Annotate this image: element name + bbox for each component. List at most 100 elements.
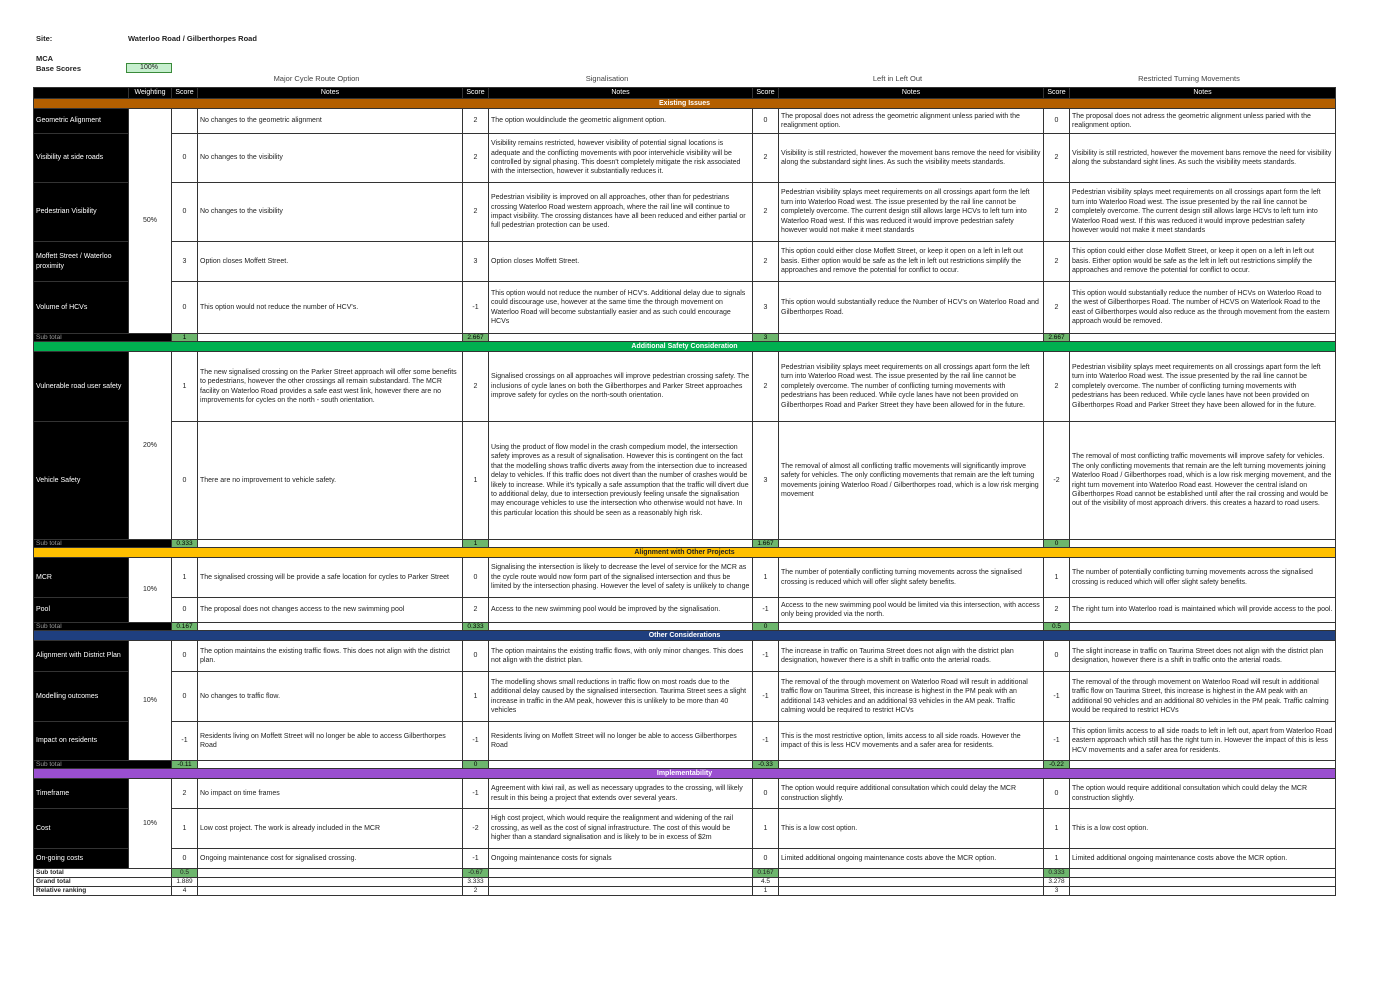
notes: This option would not reduce the number … <box>197 281 463 334</box>
subtotal-notes <box>488 333 753 342</box>
score: 1 <box>1043 848 1070 869</box>
section-title: Existing Issues <box>33 98 1336 109</box>
criterion: Pool <box>33 597 129 623</box>
notes: The number of potentially conflicting tu… <box>778 557 1044 598</box>
notes: This is a low cost option. <box>1069 808 1336 849</box>
grand-total-notes <box>488 877 753 887</box>
ranking-value: 1 <box>752 886 779 896</box>
site: Waterloo Road / Gilberthorpes Road <box>128 34 257 43</box>
subtotal-notes <box>488 760 753 769</box>
section-title: Alignment with Other Projects <box>33 547 1336 558</box>
subtotal-label: Sub total <box>33 539 172 548</box>
option-title: Signalisation <box>585 74 629 83</box>
score: 0 <box>752 848 779 869</box>
criterion-row: Timeframe 10% 2 No impact on time frames -1 A… <box>33 778 1336 869</box>
option-title: Restricted Turning Movements <box>1138 74 1240 83</box>
subtotal-row: Sub total 0.333 1 1.667 0 <box>33 539 1336 548</box>
subtotal-score: 3 <box>752 333 779 342</box>
score: -2 <box>1043 421 1070 540</box>
criterion-row: Visibility at side roads 0 No changes to t… <box>33 133 1336 183</box>
notes: Pedestrian visibility is improved on all… <box>488 182 753 242</box>
subtotal-notes <box>488 539 753 548</box>
score: 2 <box>1043 241 1070 282</box>
notes: Residents living on Moffett Street will … <box>488 721 753 761</box>
section-row: Other Considerations <box>33 630 1336 641</box>
subtotal-score: -0.11 <box>171 760 198 769</box>
section-row: Additional Safety Consideration <box>33 341 1336 352</box>
score: 0 <box>171 671 198 722</box>
subtotal-notes <box>197 333 463 342</box>
score: 2 <box>462 133 489 183</box>
notes: This option could either close Moffett S… <box>778 241 1044 282</box>
notes: The option would require additional cons… <box>1069 778 1336 809</box>
notes: The removal of the through movement on W… <box>778 671 1044 722</box>
score: 0 <box>752 108 779 134</box>
score <box>171 108 198 134</box>
notes: This option would substantially reduce t… <box>1069 281 1336 334</box>
score: -1 <box>462 721 489 761</box>
site-label: Site: <box>36 34 53 43</box>
mca-label: MCA <box>36 54 54 63</box>
subtotal-score: 0.5 <box>1043 622 1070 631</box>
notes: The removal of almost all conflicting tr… <box>778 421 1044 540</box>
subtotal-score: -0.22 <box>1043 760 1070 769</box>
score: -1 <box>752 597 779 623</box>
ranking-notes <box>197 886 463 896</box>
notes: The proposal does not changes access to … <box>197 597 463 623</box>
notes: The option would require additional cons… <box>778 778 1044 809</box>
score: 0 <box>171 848 198 869</box>
section-title: Additional Safety Consideration <box>33 341 1336 352</box>
notes: Limited additional ongoing maintenance c… <box>778 848 1044 869</box>
notes: Pedestrian visibility splays meet requir… <box>778 182 1044 242</box>
notes: Pedestrian visibility splays meet requir… <box>1069 351 1336 422</box>
subtotal-score: 0.333 <box>462 622 489 631</box>
ranking-value: 2 <box>462 886 489 896</box>
subtotal-score: 2.667 <box>1043 333 1070 342</box>
subtotal-score: 0.333 <box>1043 868 1070 878</box>
grand-total-label: Grand total <box>33 877 172 887</box>
criterion-row: Pool 0 The proposal does not changes acces… <box>33 597 1336 623</box>
criterion: Vehicle Safety <box>33 421 129 540</box>
subtotal-notes <box>1069 760 1336 769</box>
score: 2 <box>1043 281 1070 334</box>
criterion-row: Geometric Alignment 50% No changes to the … <box>33 108 1336 334</box>
notes: The option maintains the existing traffi… <box>197 640 463 672</box>
subtotal-score: 1 <box>462 539 489 548</box>
score: -1 <box>1043 721 1070 761</box>
score: 0 <box>171 281 198 334</box>
score: 2 <box>1043 351 1070 422</box>
subtotal-score: 1 <box>171 333 198 342</box>
subtotal-row: Sub total -0.11 0 -0.33 -0.22 <box>33 760 1336 769</box>
notes: The removal of most conflicting traffic … <box>1069 421 1336 540</box>
weighting: 50% <box>128 108 172 334</box>
subtotal-notes <box>778 539 1044 548</box>
criterion: Cost <box>33 808 129 849</box>
criterion-row: MCR 10% 1 The signalised crossing will be p… <box>33 557 1336 623</box>
subtotal-score: 0.5 <box>171 868 198 878</box>
notes: The right turn into Waterloo road is mai… <box>1069 597 1336 623</box>
notes: Limited additional ongoing maintenance c… <box>1069 848 1336 869</box>
section-title: Implementability <box>33 768 1336 779</box>
score: -1 <box>752 721 779 761</box>
grand-total-notes <box>197 877 463 887</box>
notes: Using the product of flow model in the c… <box>488 421 753 540</box>
score: 1 <box>1043 808 1070 849</box>
score: 1 <box>171 351 198 422</box>
subtotal-notes <box>778 622 1044 631</box>
score: 1 <box>752 808 779 849</box>
subtotal-notes <box>778 333 1044 342</box>
subtotal-score: -0.33 <box>752 760 779 769</box>
notes: This is a low cost option. <box>778 808 1044 849</box>
header-notes: Notes <box>1069 87 1336 99</box>
notes: Ongoing maintenance cost for signalised … <box>197 848 463 869</box>
subtotal-label: Sub total <box>33 622 172 631</box>
score: 0 <box>171 597 198 623</box>
section-row: Existing Issues <box>33 98 1336 109</box>
score: 2 <box>1043 133 1070 183</box>
notes: Low cost project. The work is already in… <box>197 808 463 849</box>
score: 2 <box>1043 597 1070 623</box>
weighting: 20% <box>128 351 172 540</box>
criterion: Visibility at side roads <box>33 133 129 183</box>
notes: Pedestrian visibility splays meet requir… <box>1069 182 1336 242</box>
